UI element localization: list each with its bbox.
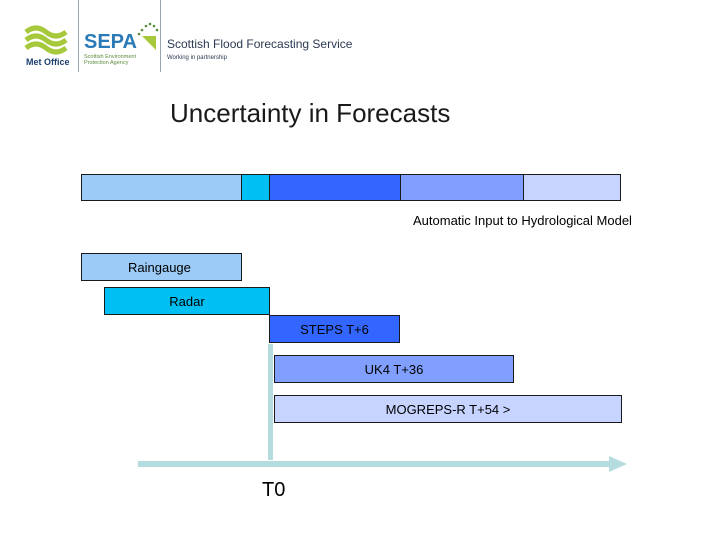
source-raingauge-label: Raingauge [128, 259, 191, 275]
service-title: Scottish Flood Forecasting Service [167, 37, 353, 51]
source-mogreps: MOGREPS-R T+54 > [274, 395, 622, 423]
source-radar: Radar [104, 287, 270, 315]
source-mogreps-label: MOGREPS-R T+54 > [385, 401, 511, 417]
header-divider [78, 0, 79, 72]
time-axis-arrow-icon [138, 456, 627, 472]
source-uk4-label: UK4 T+36 [364, 361, 424, 377]
source-steps-label: STEPS T+6 [300, 321, 369, 337]
bar-segment-uk4 [400, 174, 524, 201]
met-office-label: Met Office [26, 57, 70, 67]
bar-segment-raingauge [81, 174, 242, 201]
sepa-acronym: SEPA [84, 31, 137, 53]
t0-marker-line [268, 344, 273, 460]
bar-segment-steps [269, 174, 401, 201]
source-steps: STEPS T+6 [269, 315, 400, 343]
sepa-logo-icon: SEPA [84, 22, 164, 56]
source-radar-label: Radar [169, 293, 205, 309]
bar-caption: Automatic Input to Hydrological Model [413, 213, 632, 228]
sepa-subtitle: Scottish Environment Protection Agency [84, 54, 136, 66]
bar-segment-radar [241, 174, 270, 201]
bar-segment-mogreps [523, 174, 621, 201]
source-raingauge: Raingauge [81, 253, 242, 281]
header-divider-2 [160, 0, 161, 72]
page-title: Uncertainty in Forecasts [170, 98, 451, 128]
t0-label: T0 [262, 479, 286, 501]
source-uk4: UK4 T+36 [274, 355, 514, 383]
service-subtitle: Working in partnership [167, 55, 227, 61]
met-office-logo-icon [22, 22, 78, 68]
